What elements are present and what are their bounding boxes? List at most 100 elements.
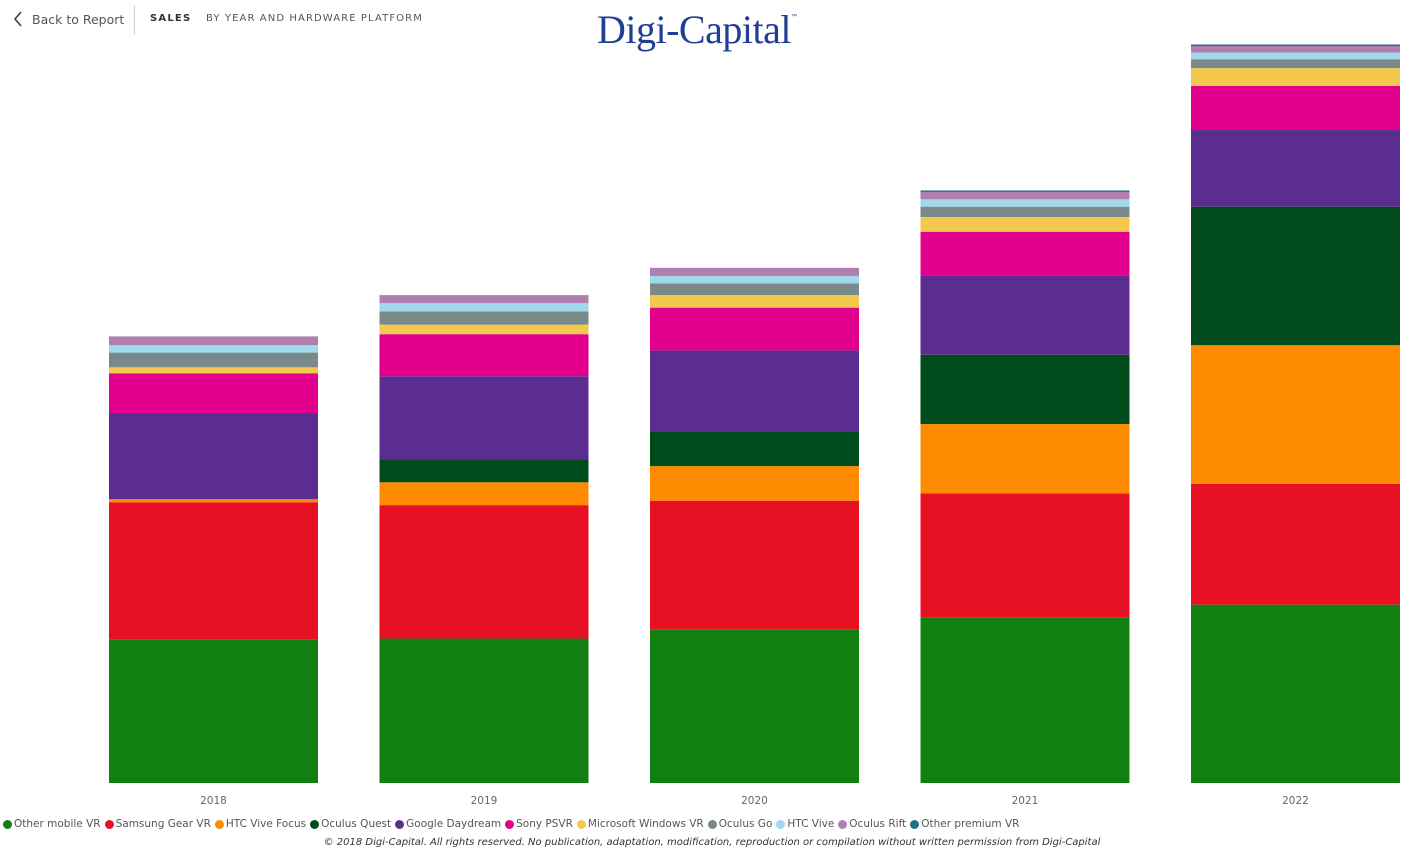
- bar-segment-2022-htc-vive[interactable]: [1191, 52, 1400, 60]
- chart-legend: Other mobile VR Samsung Gear VR HTC Vive F…: [3, 816, 1023, 832]
- top-bar: Back to Report SALES BY YEAR AND HARDWAR…: [0, 0, 1424, 52]
- legend-label: HTC Vive: [787, 818, 835, 830]
- bar-segment-2018-google-daydream[interactable]: [109, 413, 318, 500]
- legend-item[interactable]: HTC Vive: [776, 818, 834, 830]
- bar-segment-2019-oculus-quest[interactable]: [379, 459, 589, 483]
- bar-segment-2018-other-mobile-vr[interactable]: [109, 639, 318, 783]
- legend-item[interactable]: Microsoft Windows VR: [576, 818, 704, 830]
- bar-segment-2018-oculus-rift[interactable]: [109, 336, 318, 346]
- bar-segment-2018-sony-psvr[interactable]: [109, 373, 318, 414]
- bar-segment-2022-oculus-rift[interactable]: [1191, 46, 1400, 53]
- bar-segment-2019-htc-vive[interactable]: [379, 303, 589, 312]
- bar-segment-2019-google-daydream[interactable]: [379, 376, 589, 460]
- legend-item[interactable]: Oculus Rift: [838, 818, 906, 830]
- legend-swatch: [707, 819, 717, 829]
- bar-segment-2021-sony-psvr[interactable]: [920, 231, 1130, 276]
- bar-segment-2021-oculus-rift[interactable]: [920, 191, 1130, 200]
- bar-segment-2018-htc-vive-focus[interactable]: [109, 499, 318, 503]
- bar-segment-2022-other-premium-vr[interactable]: [1191, 44, 1400, 46]
- bar-segment-2021-htc-vive-focus[interactable]: [920, 424, 1130, 494]
- legend-label: Oculus Rift: [849, 818, 907, 830]
- legend-label: Oculus Go: [718, 818, 773, 830]
- bar-segment-2021-other-premium-vr[interactable]: [920, 190, 1130, 192]
- section-title: SALES: [150, 13, 192, 24]
- legend-item[interactable]: Other premium VR: [910, 818, 1019, 830]
- legend-label: Microsoft Windows VR: [587, 818, 704, 830]
- x-tick-label: 2020: [741, 795, 768, 807]
- legend-label: Other premium VR: [921, 818, 1020, 830]
- x-tick-label: 2019: [471, 795, 498, 807]
- bar-segment-2022-other-mobile-vr[interactable]: [1191, 604, 1400, 783]
- bar-segment-2020-oculus-quest[interactable]: [650, 431, 859, 467]
- stacked-bar-chart: 2018 2019 2020 2021 2022: [109, 44, 1400, 807]
- bar-segment-2020-htc-vive[interactable]: [650, 275, 859, 284]
- bar-segment-2021-oculus-quest[interactable]: [920, 354, 1130, 425]
- bar-segment-2022-samsung-gear-vr[interactable]: [1191, 483, 1400, 605]
- digi-capital-logo: Digi-Capital ™: [597, 6, 797, 56]
- bar-segment-2022-oculus-quest[interactable]: [1191, 206, 1400, 346]
- bar-segment-2018-microsoft-windows-vr[interactable]: [109, 367, 318, 374]
- chevron-left-icon: [13, 11, 22, 27]
- bar-segment-2020-microsoft-windows-vr[interactable]: [650, 295, 859, 308]
- legend-item[interactable]: Oculus Go: [707, 818, 773, 830]
- bar-segment-2020-other-mobile-vr[interactable]: [650, 629, 859, 783]
- legend-swatch: [104, 819, 114, 829]
- legend-item[interactable]: Oculus Quest: [310, 818, 391, 830]
- bar-segment-2021-samsung-gear-vr[interactable]: [920, 493, 1130, 618]
- legend-label: Samsung Gear VR: [115, 818, 211, 830]
- bar-segment-2020-oculus-go[interactable]: [650, 283, 859, 296]
- legend-item[interactable]: Samsung Gear VR: [104, 818, 211, 830]
- bar-segment-2019-other-mobile-vr[interactable]: [379, 638, 589, 783]
- back-to-report-button[interactable]: Back to Report: [12, 10, 124, 28]
- bar-segment-2020-htc-vive-focus[interactable]: [650, 466, 859, 501]
- legend-swatch: [838, 819, 848, 829]
- legend-label: Google Daydream: [406, 818, 502, 830]
- legend-label: Other mobile VR: [14, 818, 101, 830]
- bar-segment-2022-microsoft-windows-vr[interactable]: [1191, 68, 1400, 86]
- bar-segment-2022-google-daydream[interactable]: [1191, 130, 1400, 207]
- legend-swatch: [214, 819, 224, 829]
- bar-segment-2022-sony-psvr[interactable]: [1191, 85, 1400, 131]
- bar-segment-2018-oculus-go[interactable]: [109, 352, 318, 368]
- bar-segment-2021-google-daydream[interactable]: [920, 275, 1130, 355]
- bar-segment-2021-microsoft-windows-vr[interactable]: [920, 216, 1130, 232]
- bar-segment-2019-samsung-gear-vr[interactable]: [379, 505, 589, 639]
- legend-label: Oculus Quest: [321, 818, 392, 830]
- logo-text: Digi-Capital: [597, 7, 791, 52]
- bar-segment-2019-sony-psvr[interactable]: [379, 334, 589, 377]
- bar-segment-2018-samsung-gear-vr[interactable]: [109, 502, 318, 640]
- copyright-footer: © 2018 Digi-Capital. All rights reserved…: [323, 837, 1101, 848]
- bar-segment-2020-sony-psvr[interactable]: [650, 307, 859, 351]
- legend-label: Sony PSVR: [516, 818, 573, 830]
- legend-swatch: [310, 819, 320, 829]
- legend-item[interactable]: Other mobile VR: [3, 818, 101, 830]
- bar-segment-2021-oculus-go[interactable]: [920, 206, 1130, 217]
- back-to-report-label: Back to Report: [32, 11, 125, 27]
- bar-segment-2021-htc-vive[interactable]: [920, 199, 1130, 207]
- bar-segment-2019-oculus-rift[interactable]: [379, 295, 589, 304]
- legend-item[interactable]: Sony PSVR: [505, 818, 573, 830]
- legend-swatch: [910, 819, 920, 829]
- x-tick-label: 2021: [1012, 795, 1039, 807]
- header-divider: [134, 5, 135, 35]
- bar-segment-2022-htc-vive-focus[interactable]: [1191, 345, 1400, 484]
- legend-swatch: [3, 819, 12, 829]
- bar-segment-2020-oculus-rift[interactable]: [650, 267, 859, 276]
- legend-swatch: [395, 819, 405, 829]
- legend-swatch: [505, 819, 515, 829]
- legend-swatch: [576, 819, 586, 829]
- bar-segment-2020-samsung-gear-vr[interactable]: [650, 500, 859, 630]
- legend-swatch: [776, 819, 786, 829]
- legend-item[interactable]: Google Daydream: [395, 818, 501, 830]
- bar-segment-2022-oculus-go[interactable]: [1191, 59, 1400, 69]
- bar-segment-2019-microsoft-windows-vr[interactable]: [379, 324, 589, 335]
- bar-segment-2018-htc-vive[interactable]: [109, 345, 318, 353]
- page-subtitle: BY YEAR AND HARDWARE PLATFORM: [206, 13, 423, 24]
- logo-trademark: ™: [790, 14, 797, 20]
- bar-segment-2019-oculus-go[interactable]: [379, 311, 589, 325]
- bar-segment-2021-other-mobile-vr[interactable]: [920, 617, 1130, 783]
- legend-item[interactable]: HTC Vive Focus: [214, 818, 306, 830]
- x-tick-label: 2018: [200, 795, 227, 807]
- bar-segment-2020-google-daydream[interactable]: [650, 350, 859, 432]
- bar-segment-2019-htc-vive-focus[interactable]: [379, 482, 589, 506]
